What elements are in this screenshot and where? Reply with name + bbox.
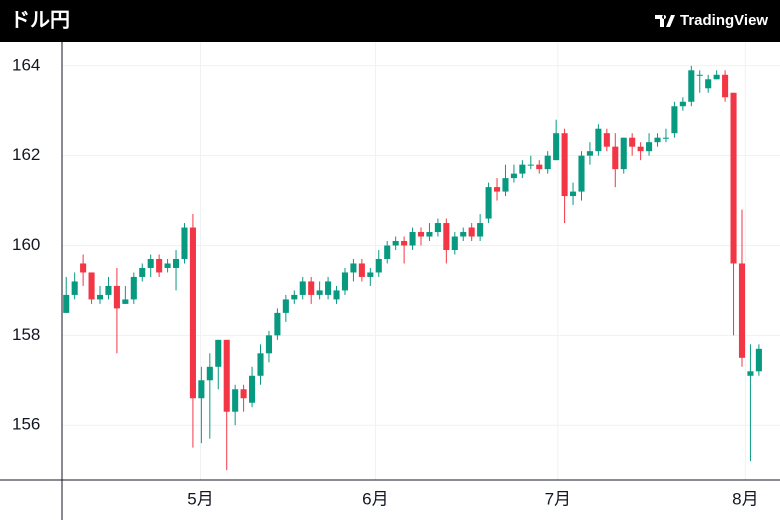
candle-body [637,146,644,152]
candle-body [713,74,720,80]
y-tick-label: 164 [12,55,40,74]
candle-body [367,272,374,277]
candle-body [460,232,467,237]
candle-body [468,227,475,237]
candle-body [426,232,433,237]
candle-body [493,187,501,192]
candle-body [384,245,391,259]
candle-body [189,227,196,399]
candle-body [392,241,399,246]
candle-body [603,133,610,147]
candle-body [401,241,408,246]
x-tick-label: 6月 [362,489,388,508]
candle-body [291,294,298,300]
x-tick-label: 7月 [545,489,571,508]
candle-body [586,151,593,156]
candle-body [662,137,670,139]
candle-body [316,290,323,295]
x-tick-label: 5月 [187,489,213,508]
candle-body [553,133,560,161]
candle-body [172,258,180,268]
candle-body [417,232,425,237]
candle-body [63,294,70,313]
candle-body [341,272,349,291]
candle-body [738,263,746,358]
candle-body [646,142,653,152]
candle-body [510,173,517,179]
candle-body [350,263,357,273]
candle-body [215,339,222,367]
y-tick-label: 160 [12,235,40,254]
candle-body [147,258,154,268]
candle-body [595,128,602,152]
candle-body [578,155,585,192]
candle-body [282,299,289,313]
candle-body [561,133,568,197]
candle-body [265,335,272,354]
candle-body [325,281,332,295]
candle-body [527,164,534,166]
candle-body [105,285,112,295]
candle-body [375,258,382,273]
candle-body [688,70,695,102]
candle-body [671,106,678,134]
candle-body [358,263,365,277]
candle-body [88,272,95,300]
candle-body [164,263,171,268]
candle-body [629,137,636,147]
candle-body [299,281,306,295]
candle-body [519,164,526,174]
candle-body [198,380,205,399]
candle-body [654,137,661,143]
candle-body [257,353,264,376]
chart-title: ドル円 [10,9,70,31]
candle-body [274,312,281,336]
candle-body [502,178,509,192]
candle-body [80,263,87,273]
candle-body [249,375,256,403]
y-tick-label: 156 [12,415,40,434]
candle-body [122,299,129,304]
x-tick-label: 8月 [732,489,758,508]
candle-body [130,276,137,300]
candle-body [705,79,712,89]
candle-body [477,223,484,237]
candle-body [696,74,703,76]
candle-body [451,236,458,250]
candle-body [570,191,577,197]
candle-body [485,187,492,219]
candle-body [679,101,686,107]
candle-body [96,294,104,300]
candle-body [223,339,230,412]
candle-body [333,290,340,300]
header-bar [0,0,780,42]
candle-body [536,164,543,170]
brand-name: TradingView [680,12,768,29]
candle-body [722,74,729,98]
candle-body [755,348,762,372]
candle-body [232,389,239,412]
candle-body [747,371,754,376]
candle-body [240,389,247,399]
brand-logo [655,15,675,27]
candle-body [308,281,315,295]
candle-body [443,223,450,250]
candle-body [139,267,146,277]
candle-body [181,227,188,259]
candle-body [544,155,551,170]
candle-body [409,232,416,246]
candle-body [71,281,78,295]
candle-body [156,258,163,273]
candle-body [206,366,213,381]
candle-body [113,285,120,309]
y-tick-label: 158 [12,325,40,344]
candle-body [612,146,619,170]
y-tick-label: 162 [12,145,40,164]
candle-body [434,223,441,233]
candle-body [620,137,627,170]
candle-body [730,92,737,264]
